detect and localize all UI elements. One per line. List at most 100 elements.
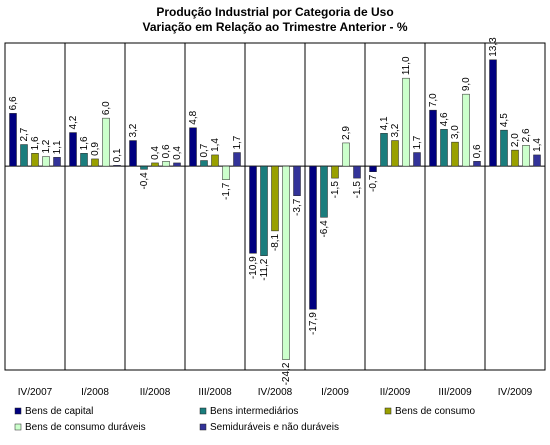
bar xyxy=(91,158,99,167)
legend-swatch xyxy=(14,407,22,415)
bar xyxy=(200,160,208,167)
bar xyxy=(511,149,519,167)
bar xyxy=(271,165,279,232)
bar xyxy=(20,144,28,167)
legend-swatch xyxy=(199,423,207,431)
bar xyxy=(173,162,181,167)
data-label: 1,6 xyxy=(30,136,41,150)
data-label: 1,7 xyxy=(412,135,423,149)
data-label: 6,0 xyxy=(101,101,112,115)
bar xyxy=(9,113,17,167)
data-label: -3,7 xyxy=(292,198,303,216)
data-label: 2,0 xyxy=(510,133,521,147)
x-tick-label: IV/2008 xyxy=(258,387,293,398)
data-label: 4,1 xyxy=(379,116,390,130)
bar xyxy=(473,161,481,167)
legend-label: Bens de consumo xyxy=(395,406,475,417)
bar xyxy=(42,156,50,167)
data-label: 2,6 xyxy=(521,128,532,142)
data-label: 2,7 xyxy=(19,127,30,141)
bar xyxy=(342,142,350,167)
bar xyxy=(282,165,290,360)
data-label: 0,6 xyxy=(161,144,172,158)
bar xyxy=(380,133,388,167)
data-label: 4,6 xyxy=(439,112,450,126)
data-label: 1,7 xyxy=(232,135,243,149)
bar xyxy=(391,140,399,167)
data-label: -1,7 xyxy=(221,182,232,200)
bar xyxy=(440,129,448,167)
data-label: 7,0 xyxy=(428,93,439,107)
bar xyxy=(140,165,148,170)
bar xyxy=(293,165,301,196)
data-label: 4,8 xyxy=(188,110,199,124)
x-tick-label: II/2008 xyxy=(140,387,171,398)
bar xyxy=(402,77,410,167)
data-label: 0,6 xyxy=(472,144,483,158)
x-tick-label: III/2008 xyxy=(198,387,232,398)
bar xyxy=(151,162,159,167)
bar xyxy=(80,153,88,167)
data-label: 3,0 xyxy=(450,125,461,139)
bar xyxy=(500,129,508,167)
bar xyxy=(413,152,421,167)
bar xyxy=(369,165,377,172)
data-label: -1,5 xyxy=(352,181,363,199)
bar xyxy=(522,145,530,167)
data-label: -0,4 xyxy=(139,172,150,190)
data-label: 0,4 xyxy=(150,146,161,160)
bar xyxy=(489,59,497,167)
bar xyxy=(320,165,328,218)
data-label: 4,5 xyxy=(499,113,510,127)
bar xyxy=(429,109,437,167)
x-tick-label: IV/2009 xyxy=(498,387,533,398)
legend-swatch xyxy=(384,407,392,415)
data-label: 1,4 xyxy=(210,138,221,152)
data-label: 0,1 xyxy=(112,148,123,162)
bar xyxy=(309,165,317,310)
bar xyxy=(260,165,268,256)
x-tick-label: I/2009 xyxy=(321,387,349,398)
data-label: 6,6 xyxy=(8,96,19,110)
data-label: -1,5 xyxy=(330,181,341,199)
data-label: -11,2 xyxy=(259,258,270,280)
chart-subtitle: Variação em Relação ao Trimestre Anterio… xyxy=(142,20,407,34)
bar xyxy=(533,154,541,167)
bar xyxy=(53,157,61,167)
bar xyxy=(69,132,77,167)
x-tick-label: IV/2007 xyxy=(18,387,53,398)
data-label: -0,7 xyxy=(368,174,379,192)
bar xyxy=(31,153,39,167)
data-label: 1,4 xyxy=(532,138,543,152)
data-label: 0,7 xyxy=(199,143,210,157)
bar xyxy=(129,140,137,167)
x-tick-label: III/2009 xyxy=(438,387,472,398)
data-label: 0,9 xyxy=(90,142,101,156)
legend-label: Bens de capital xyxy=(25,406,93,417)
data-label: 0,4 xyxy=(172,146,183,160)
bar xyxy=(102,117,110,167)
bar xyxy=(222,165,230,180)
legend-label: Bens intermediários xyxy=(210,406,298,417)
bar xyxy=(189,127,197,167)
x-tick-label: II/2009 xyxy=(380,387,411,398)
data-label: -8,1 xyxy=(270,233,281,251)
plot-frame xyxy=(4,42,546,371)
data-label: -6,4 xyxy=(319,220,330,238)
chart-title: Produção Industrial por Categoria de Uso xyxy=(156,5,393,19)
x-tick-label: I/2008 xyxy=(81,387,109,398)
data-label: 4,2 xyxy=(68,115,79,129)
legend-swatch xyxy=(199,407,207,415)
data-label: 11,0 xyxy=(401,56,412,75)
bar xyxy=(233,152,241,167)
bar xyxy=(162,161,170,167)
data-label: 1,1 xyxy=(52,140,63,154)
data-label: 3,2 xyxy=(390,123,401,137)
legend-label: Semiduráveis e não duráveis xyxy=(210,422,339,433)
data-label: 13,3 xyxy=(488,37,499,57)
bar xyxy=(451,141,459,167)
data-label: 1,6 xyxy=(79,136,90,150)
bar xyxy=(462,93,470,167)
bar xyxy=(331,165,339,179)
